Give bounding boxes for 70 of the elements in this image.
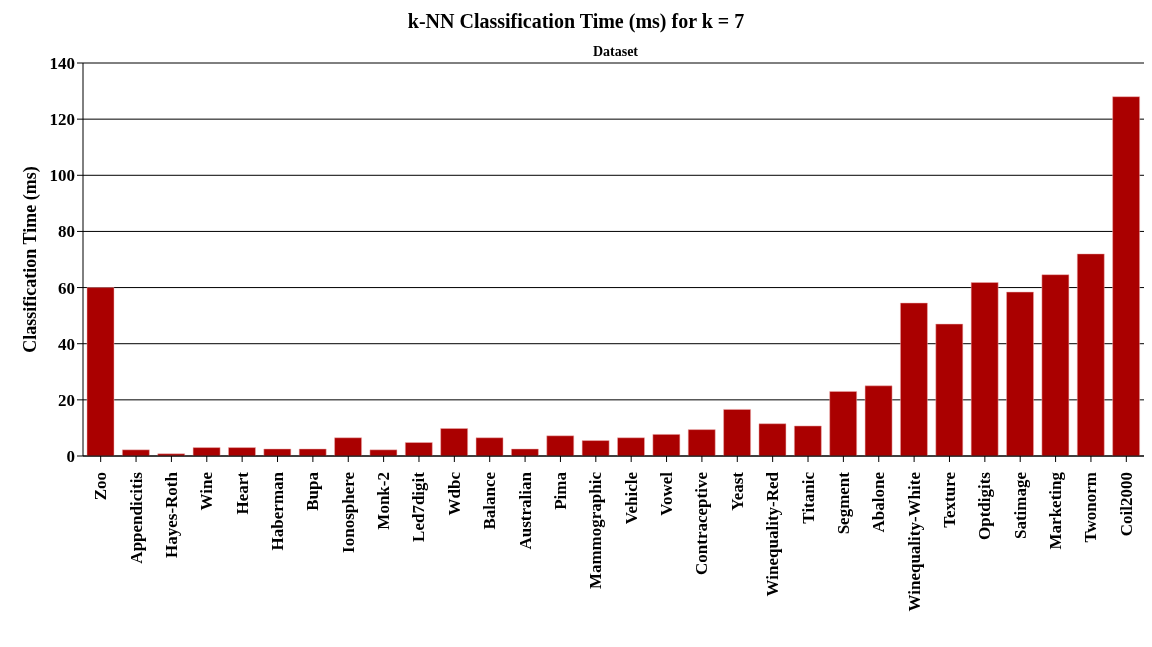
x-tick-label: Segment <box>833 471 853 535</box>
bar <box>794 425 822 456</box>
x-tick-label: Mammographic <box>586 471 606 590</box>
bar <box>298 448 327 456</box>
x-tick-label: Zoo <box>91 472 111 501</box>
x-tick-label: Australian <box>515 471 535 550</box>
x-tick-label: Optdigits <box>975 471 995 541</box>
bar <box>86 287 115 456</box>
x-tick-label: Hayes-Roth <box>161 471 181 558</box>
x-tick-label: Haberman <box>268 471 288 551</box>
bar <box>475 437 504 456</box>
x-tick-label: Coil2000 <box>1116 472 1136 537</box>
bar <box>405 442 433 456</box>
y-tick-label: 140 <box>49 54 75 74</box>
bar <box>900 302 928 456</box>
bar <box>511 448 539 456</box>
y-tick-label: 20 <box>58 390 75 410</box>
x-tick-label: Winequality-Red <box>763 471 783 597</box>
bar <box>263 448 292 456</box>
y-tick-label: 120 <box>49 110 75 130</box>
x-tick-label: Wdbc <box>444 471 464 516</box>
bar <box>228 447 256 456</box>
bar <box>687 429 716 456</box>
x-tick-label: Abalone <box>869 471 889 533</box>
x-tick-label: Bupa <box>303 471 323 511</box>
bar <box>617 437 645 456</box>
x-axis-title: Dataset <box>591 44 640 60</box>
x-tick-label: Led7digit <box>409 471 429 542</box>
y-axis-title: Classification Time (ms) <box>20 166 41 353</box>
x-tick-label: Pima <box>550 471 570 510</box>
x-tick-label: Monk-2 <box>374 472 394 530</box>
x-tick-label: Vehicle <box>621 471 641 525</box>
x-tick-label: Balance <box>480 471 500 530</box>
x-tick-label: Vowel <box>657 471 677 516</box>
bar <box>864 385 893 456</box>
bar <box>581 440 610 456</box>
y-tick-label: 40 <box>58 334 75 354</box>
x-tick-label: Twonorm <box>1081 472 1101 543</box>
bar <box>970 282 999 456</box>
y-tick-label: 60 <box>58 278 75 298</box>
x-tick-label: Satimage <box>1010 471 1030 540</box>
chart-title: k-NN Classification Time (ms) for k = 7 <box>406 10 746 33</box>
x-tick-label: Ionosphere <box>338 471 358 553</box>
bar <box>122 449 150 456</box>
x-tick-label: Heart <box>232 471 252 515</box>
x-tick-label: Contraceptive <box>692 471 712 575</box>
bar <box>758 423 787 456</box>
x-tick-label: Texture <box>939 471 959 528</box>
bar <box>369 449 398 456</box>
bar <box>1006 291 1034 456</box>
x-tick-label: Winequality-White <box>904 471 924 612</box>
bar <box>652 434 681 456</box>
y-tick-label: 80 <box>58 222 75 242</box>
x-tick-label: Titanic <box>798 471 818 524</box>
y-tick-label: 0 <box>66 447 75 467</box>
bar <box>723 409 751 456</box>
bar <box>440 428 468 456</box>
bar <box>334 437 362 456</box>
y-tick-label: 100 <box>49 166 75 186</box>
x-tick-label: Appendicitis <box>126 471 146 564</box>
x-tick-label: Wine <box>197 471 217 511</box>
x-tick-label: Yeast <box>727 471 747 511</box>
bar <box>829 391 857 456</box>
bar <box>1077 253 1105 456</box>
bar <box>935 323 964 456</box>
bar <box>546 435 575 456</box>
x-tick-label: Marketing <box>1046 471 1066 550</box>
bar <box>192 447 221 456</box>
bar <box>1041 274 1070 456</box>
bar <box>1112 96 1140 456</box>
